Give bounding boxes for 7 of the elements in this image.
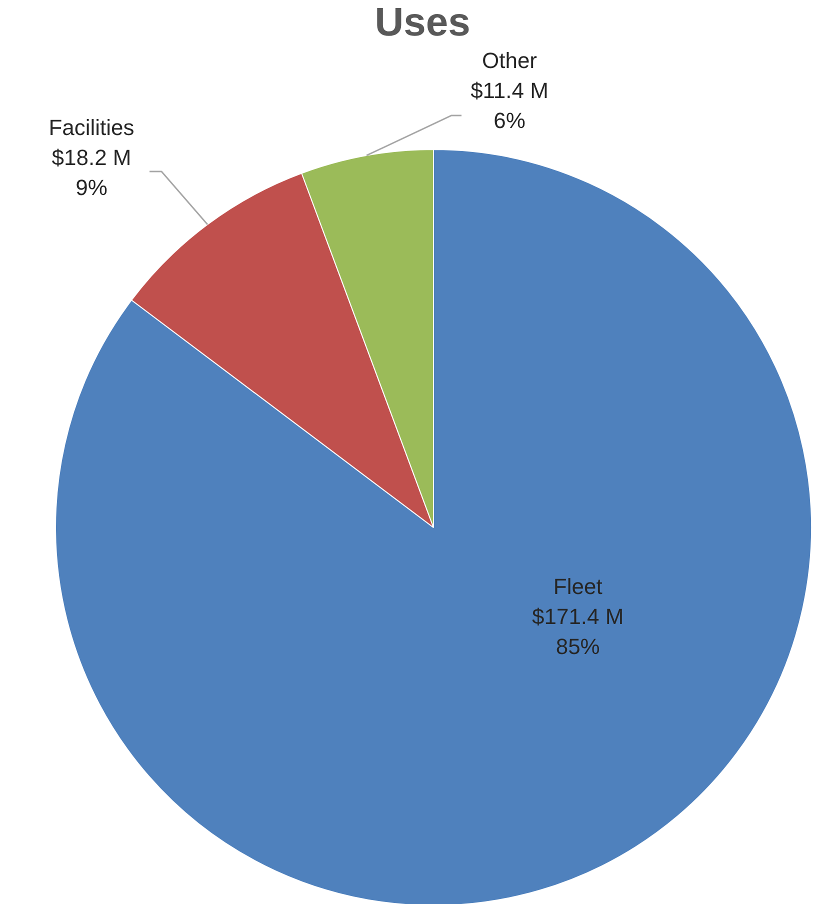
- data-label: $18.2 M 9%: [52, 144, 132, 200]
- data-label: $171.4 M 85%: [532, 604, 624, 660]
- chart-title: Uses: [374, 0, 470, 44]
- slice-label: Facilities: [48, 114, 134, 140]
- data-label: $11.4 M 6%: [470, 78, 548, 133]
- slice-label: Other: [482, 48, 538, 73]
- slice-label: Fleet: [553, 574, 602, 600]
